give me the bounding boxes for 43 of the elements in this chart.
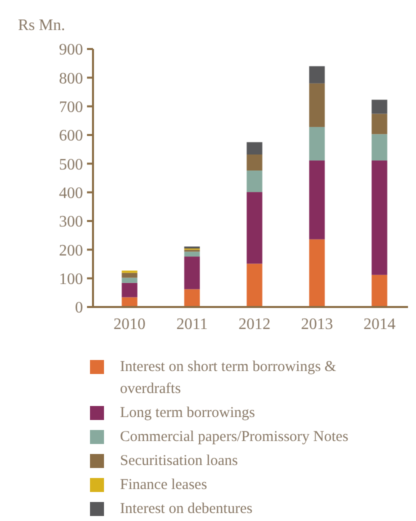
legend-label: Interest on debentures	[120, 501, 253, 517]
bar	[246, 264, 262, 307]
y-tick-label: 700	[59, 98, 83, 116]
legend-label: Finance leases	[120, 477, 208, 493]
bar	[372, 114, 388, 134]
y-tick-label: 400	[59, 184, 83, 202]
legend-label: Commercial papers/Promissory Notes	[120, 429, 348, 445]
bar	[184, 256, 200, 290]
bar	[372, 274, 388, 307]
y-tick-label: 300	[59, 214, 83, 231]
x-tick-label: 2014	[363, 316, 396, 333]
y-tick-label: 800	[59, 70, 83, 88]
bar	[122, 282, 138, 298]
x-tick-label: 2011	[176, 316, 208, 333]
y-tick-label: 200	[59, 242, 83, 260]
bar	[122, 278, 138, 283]
x-tick-label: 2012	[238, 316, 270, 333]
y-tick-label: 0	[75, 300, 83, 317]
bar	[372, 134, 388, 161]
y-tick-label: 900	[59, 42, 83, 59]
legend-label: Interest on short term borrowings & overdrafts	[120, 359, 337, 397]
bar	[372, 160, 388, 275]
y-axis-title: Rs Mn.	[18, 17, 66, 34]
bar	[246, 142, 262, 154]
y-tick-label: 600	[59, 128, 83, 145]
bar	[372, 100, 388, 114]
y-tick-label: 100	[59, 270, 83, 288]
bar	[309, 239, 325, 307]
bar	[309, 66, 325, 84]
bar	[309, 126, 325, 161]
bar	[122, 272, 138, 278]
bar	[246, 170, 262, 192]
x-tick-label: 2013	[300, 316, 333, 333]
legend-label: Securitisation loans	[120, 453, 238, 469]
bar	[309, 160, 325, 240]
x-tick-label: 2010	[114, 316, 146, 333]
bar	[246, 192, 262, 264]
bar	[184, 289, 200, 307]
y-tick-label: 500	[59, 156, 83, 174]
bar	[246, 154, 262, 171]
legend-label: Long term borrowings	[120, 405, 256, 421]
bar	[309, 83, 325, 127]
bar	[184, 252, 200, 257]
